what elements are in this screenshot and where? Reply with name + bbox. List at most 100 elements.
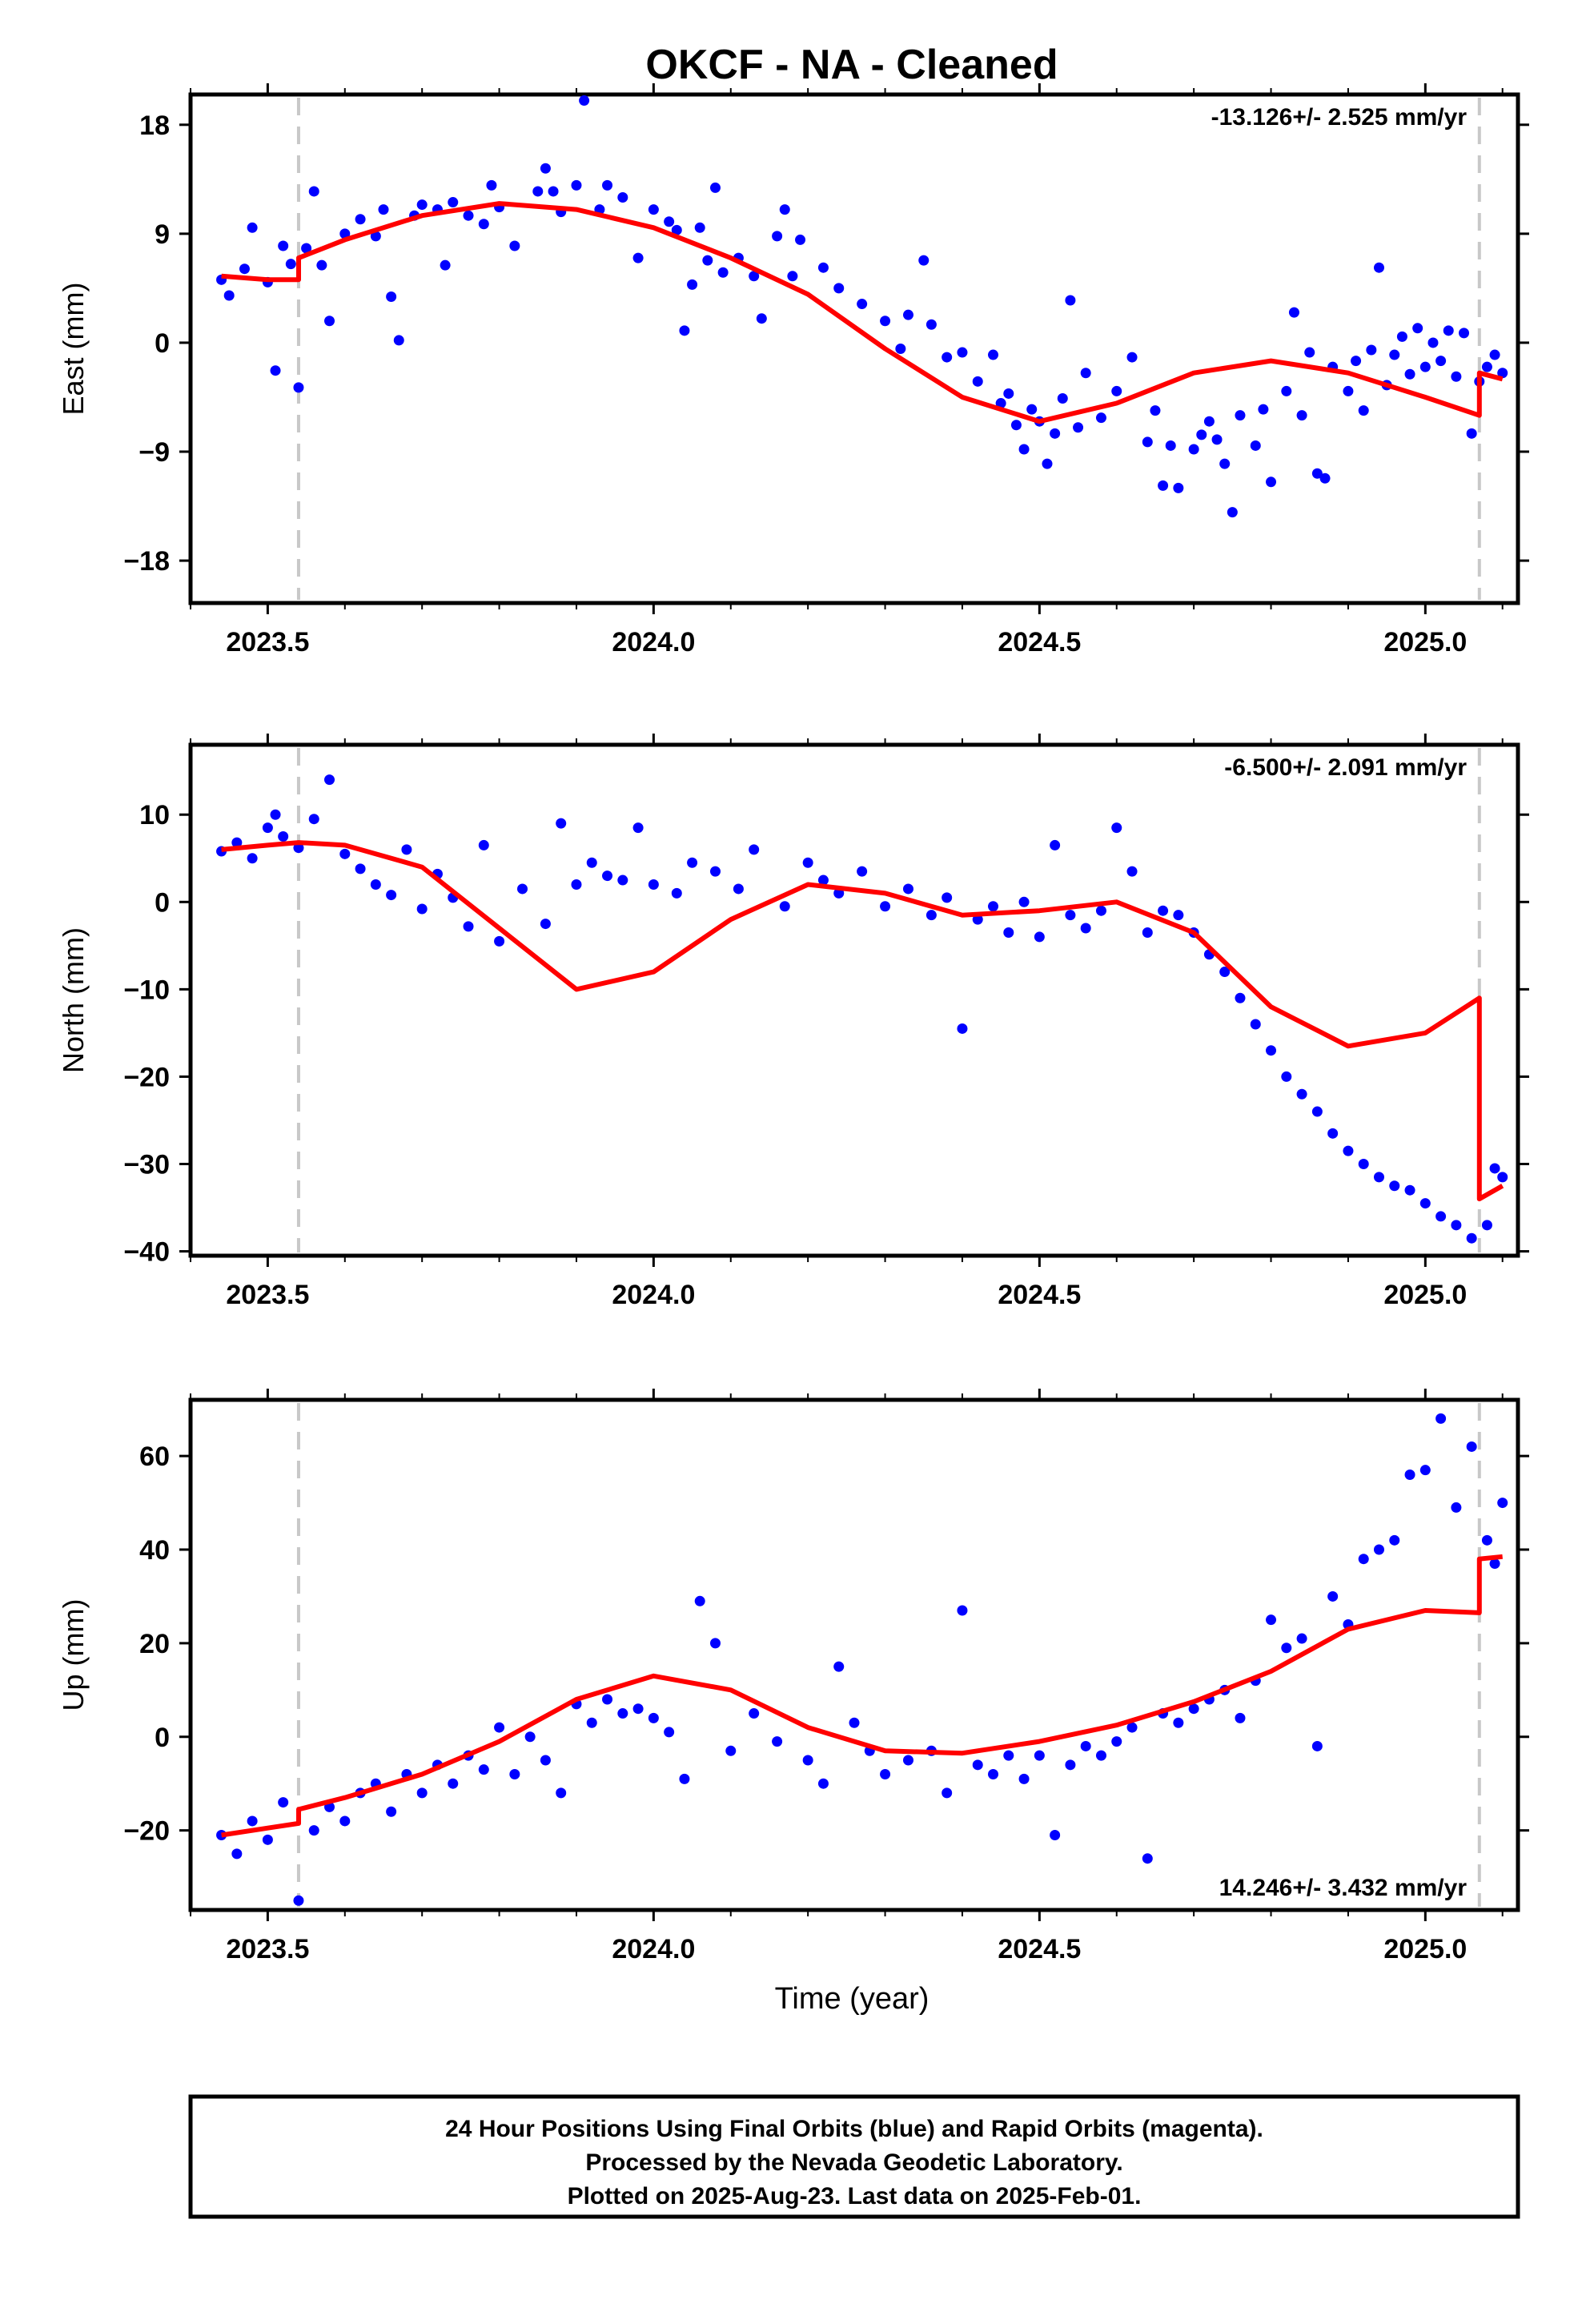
data-point bbox=[1173, 482, 1184, 493]
data-point bbox=[957, 1023, 968, 1034]
data-point bbox=[1258, 404, 1269, 415]
y-tick-label: 10 bbox=[139, 800, 170, 830]
data-point bbox=[1235, 410, 1246, 421]
data-point bbox=[556, 1787, 567, 1799]
y-tick-label: 0 bbox=[155, 887, 170, 918]
data-point bbox=[988, 901, 999, 912]
y-tick-label: −9 bbox=[139, 437, 170, 468]
data-point bbox=[247, 222, 258, 233]
data-point bbox=[1095, 412, 1106, 424]
data-point bbox=[787, 271, 798, 282]
data-point bbox=[1158, 905, 1169, 916]
data-point bbox=[817, 262, 829, 273]
data-point bbox=[694, 1595, 705, 1606]
data-point bbox=[486, 179, 497, 191]
data-point bbox=[1003, 388, 1014, 399]
data-point bbox=[231, 1848, 243, 1860]
data-point bbox=[1296, 1633, 1307, 1644]
figure-title: OKCF - NA - Cleaned bbox=[645, 42, 1058, 88]
data-point bbox=[1266, 1045, 1277, 1056]
data-point bbox=[857, 866, 868, 877]
x-tick-label: 2024.5 bbox=[998, 1280, 1081, 1310]
x-tick-label: 2025.0 bbox=[1383, 1934, 1467, 1964]
data-point bbox=[1427, 337, 1439, 348]
x-tick-label: 2025.0 bbox=[1383, 627, 1467, 657]
data-point bbox=[671, 887, 682, 899]
data-point bbox=[679, 325, 690, 336]
data-point bbox=[1126, 866, 1138, 877]
data-point bbox=[1266, 476, 1277, 488]
data-point bbox=[494, 1722, 505, 1733]
data-point bbox=[1235, 1712, 1246, 1723]
data-point bbox=[1158, 480, 1169, 491]
data-point bbox=[1065, 910, 1076, 921]
data-point bbox=[1459, 328, 1470, 339]
data-point bbox=[957, 347, 968, 358]
y-axis-label: North (mm) bbox=[57, 927, 90, 1073]
data-point bbox=[1489, 349, 1500, 360]
data-point bbox=[671, 224, 682, 235]
data-point bbox=[1050, 1829, 1061, 1840]
data-point bbox=[1419, 1198, 1431, 1209]
data-point bbox=[602, 1694, 613, 1705]
data-point bbox=[393, 335, 404, 346]
data-point bbox=[942, 1787, 953, 1799]
data-point bbox=[494, 935, 505, 947]
data-point bbox=[1319, 472, 1331, 484]
data-point bbox=[1451, 371, 1462, 382]
data-point bbox=[1018, 1773, 1030, 1784]
data-point bbox=[386, 890, 397, 901]
data-point bbox=[262, 1834, 273, 1845]
data-point bbox=[1451, 1220, 1462, 1231]
data-point bbox=[1250, 440, 1261, 451]
data-point bbox=[540, 919, 551, 930]
data-point bbox=[285, 259, 296, 270]
data-point bbox=[602, 870, 613, 882]
data-point bbox=[270, 809, 281, 820]
data-point bbox=[1250, 1019, 1261, 1030]
east-panel: 2023.5 2024.0 2024.5 2025.0 18 9 0 −9 −18 East (m… bbox=[57, 83, 1529, 657]
data-point bbox=[1396, 331, 1407, 342]
y-tick-label: 0 bbox=[155, 1723, 170, 1753]
rate-label: -13.126+/- 2.525 mm/yr bbox=[1211, 104, 1468, 131]
y-tick-label: 60 bbox=[139, 1441, 170, 1472]
data-point bbox=[1497, 1498, 1508, 1509]
data-point bbox=[556, 818, 567, 829]
data-point bbox=[308, 186, 319, 197]
data-point bbox=[1211, 434, 1223, 445]
data-point bbox=[339, 1815, 351, 1827]
data-point bbox=[1080, 923, 1091, 934]
data-point bbox=[1419, 361, 1431, 372]
data-point bbox=[880, 316, 891, 327]
data-point bbox=[1466, 428, 1477, 439]
data-point bbox=[478, 839, 489, 850]
data-point bbox=[1203, 416, 1215, 427]
data-point bbox=[972, 376, 983, 387]
data-point bbox=[749, 271, 760, 282]
model-curve bbox=[221, 840, 1504, 1202]
data-point bbox=[1466, 1232, 1477, 1244]
data-point bbox=[902, 309, 913, 320]
data-point bbox=[1057, 392, 1068, 404]
data-point bbox=[1050, 839, 1061, 850]
footer-box: 24 Hour Positions Using Final Orbits (bl… bbox=[188, 2094, 1520, 2219]
data-point bbox=[1018, 896, 1030, 907]
plot-frame bbox=[188, 1397, 1520, 1912]
footer-line-1: 24 Hour Positions Using Final Orbits (bl… bbox=[445, 2116, 1263, 2142]
plot-frame bbox=[188, 742, 1520, 1258]
data-point bbox=[540, 1755, 551, 1766]
data-point bbox=[416, 903, 428, 915]
data-point bbox=[857, 299, 868, 310]
data-point bbox=[1173, 910, 1184, 921]
data-point bbox=[293, 382, 304, 393]
data-point bbox=[239, 263, 250, 275]
data-point bbox=[339, 848, 351, 859]
data-point bbox=[478, 219, 489, 230]
data-point bbox=[802, 1755, 813, 1766]
data-point bbox=[1358, 1554, 1369, 1565]
data-point bbox=[880, 1769, 891, 1780]
data-point bbox=[1050, 428, 1061, 439]
data-point bbox=[1111, 1736, 1122, 1747]
data-point bbox=[316, 259, 327, 271]
data-point bbox=[895, 344, 906, 354]
